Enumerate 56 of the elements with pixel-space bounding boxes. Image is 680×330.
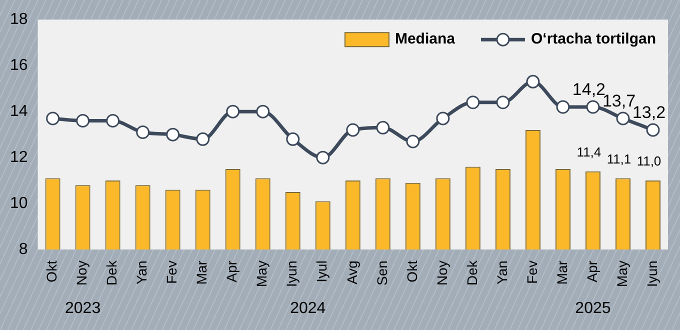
y-tick-label: 8 — [18, 240, 28, 258]
x-tick-label: Fev — [524, 260, 540, 284]
point — [496, 96, 510, 110]
x-tick-label: Noy — [434, 260, 450, 286]
x-tick-label: Sen — [374, 260, 390, 286]
y-tick-label: 16 — [10, 56, 28, 74]
x-tick-label: Yan — [494, 260, 510, 284]
point — [76, 114, 90, 128]
point — [436, 112, 450, 126]
x-tick-label: Iyul — [314, 260, 330, 282]
x-tick-label: May — [254, 260, 270, 287]
x-tick-label: Iyun — [644, 260, 660, 288]
point — [586, 100, 600, 114]
y-tick-label: 18 — [10, 11, 28, 28]
point — [466, 96, 480, 110]
x-tick-label: May — [614, 260, 630, 287]
y-tick-label: 10 — [10, 194, 28, 212]
x-tick-label: Apr — [584, 260, 600, 282]
point — [286, 132, 300, 146]
text: 2025 — [575, 300, 611, 318]
point — [406, 134, 420, 148]
x-tick-label: Iyun — [284, 260, 300, 288]
text: 2024 — [290, 300, 326, 318]
point — [196, 132, 210, 146]
x-tick-label: Avg — [344, 260, 360, 284]
x-tick-label: Okt — [404, 260, 420, 282]
y-tick-label: 12 — [10, 148, 28, 166]
point — [316, 150, 330, 164]
y-tick-label: 14 — [10, 102, 28, 120]
point — [106, 114, 120, 128]
data-label: 11,0 — [636, 154, 662, 169]
point — [556, 100, 570, 114]
point — [526, 74, 540, 88]
point — [376, 120, 390, 134]
point — [616, 112, 630, 126]
legend-label: Mediana — [394, 30, 456, 48]
data-label: 11,1 — [606, 151, 632, 166]
point — [166, 128, 180, 142]
point — [46, 112, 60, 126]
text: 2023 — [65, 300, 101, 318]
legend-label: O‘rtacha tortilgan — [530, 30, 656, 48]
x-tick-label: Noy — [74, 260, 90, 286]
x-tick-label: Yan — [134, 260, 150, 284]
x-tick-label: Mar — [194, 260, 210, 285]
x-tick-label: Fev — [164, 260, 180, 284]
data-label: 11,4 — [576, 144, 602, 160]
x-tick-label: Okt — [44, 260, 60, 282]
point — [646, 123, 660, 137]
x-tick-label: Apr — [224, 260, 240, 282]
x-tick-label: Dek — [464, 260, 480, 286]
x-tick-label: Dek — [104, 260, 120, 286]
point — [226, 104, 240, 118]
x-tick-label: Mar — [554, 260, 570, 285]
point — [136, 126, 150, 140]
point — [256, 104, 270, 118]
point — [346, 123, 360, 137]
